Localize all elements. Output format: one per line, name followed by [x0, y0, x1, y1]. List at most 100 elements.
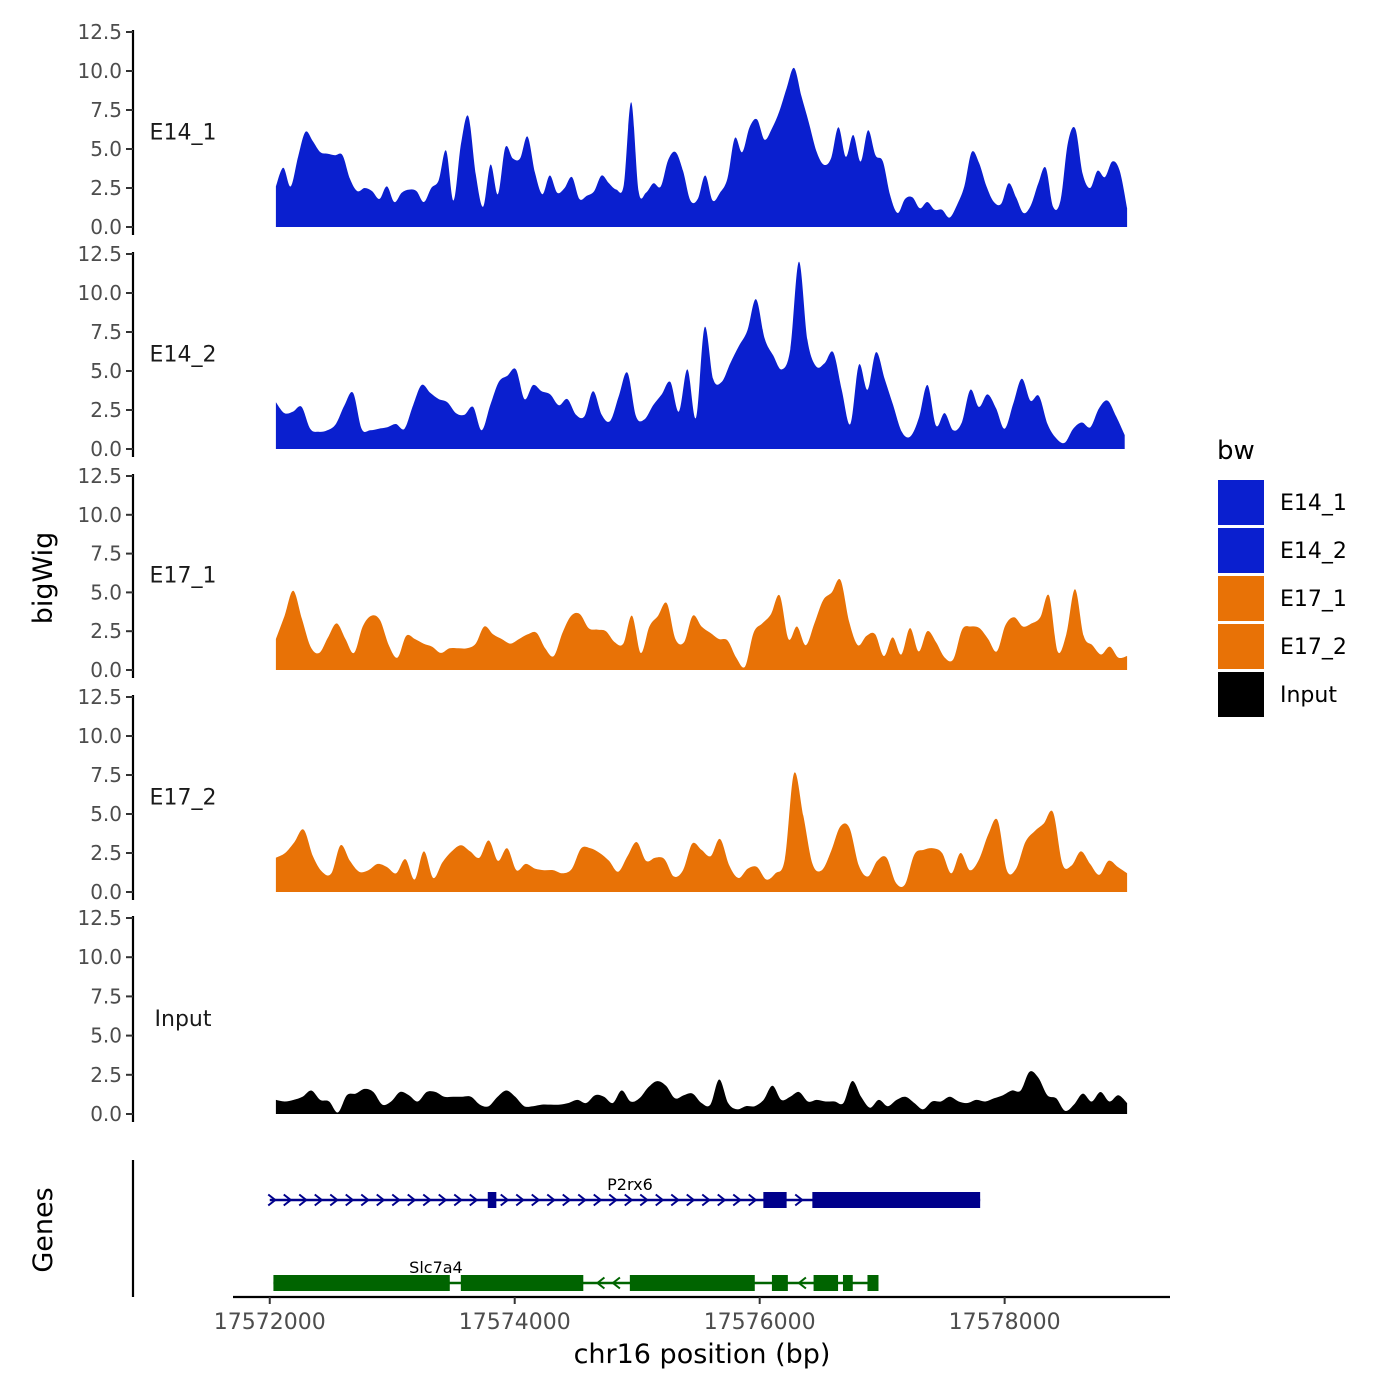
legend-entry-e14-2: E14_2 — [1218, 528, 1347, 573]
track-input: 0.0 2.5 5.0 7.5 10.0 12.5 Input — [77, 906, 1128, 1126]
strand-chevron — [329, 1193, 339, 1207]
strand-chevron — [500, 1193, 510, 1207]
strand-chevron — [670, 1193, 680, 1207]
strand-chevron — [655, 1193, 665, 1207]
genes-layer: P2rx6 Slc7a4 — [131, 1160, 981, 1297]
track-e17-1: 0.0 2.5 5.0 7.5 10.0 12.5 E17_1 — [77, 464, 1128, 682]
legend-title: bw — [1217, 436, 1255, 466]
x-tick-label: 17576000 — [704, 1310, 816, 1335]
gene-slc7a4: Slc7a4 — [273, 1258, 879, 1291]
strand-chevron — [283, 1193, 293, 1207]
tracks-layer: 0.0 2.5 5.0 7.5 10.0 12.5 E14_1 0.0 2.5 5.0 7.5 10.… — [77, 20, 1128, 1126]
legend: bw E14_1 E14_2 E17_1 E17_2 Input — [1217, 436, 1347, 717]
strand-chevron — [701, 1193, 711, 1207]
legend-swatch — [1218, 624, 1264, 669]
y-tick-label: 5.0 — [90, 802, 122, 826]
y-tick-label: 2.5 — [90, 398, 122, 422]
y-tick-label: 2.5 — [90, 1063, 122, 1087]
y-tick-label: 2.5 — [90, 619, 122, 643]
strand-chevron — [314, 1193, 324, 1207]
y-tick-label: 7.5 — [90, 542, 122, 566]
gene-exon — [487, 1192, 497, 1208]
x-axis-title: chr16 position (bp) — [574, 1339, 831, 1370]
y-tick-label: 10.0 — [77, 59, 122, 83]
legend-swatch — [1218, 528, 1264, 573]
coverage-area — [275, 1071, 1128, 1114]
strand-chevron — [608, 1193, 618, 1207]
strand-chevron — [267, 1193, 277, 1207]
strand-chevron — [515, 1193, 525, 1207]
strand-chevron — [531, 1193, 541, 1207]
gene-exon — [842, 1275, 853, 1291]
coverage-area — [275, 578, 1128, 670]
track-label: E14_1 — [150, 120, 217, 145]
y-tick-label: 5.0 — [90, 1024, 122, 1048]
y-tick-label: 12.5 — [77, 464, 122, 488]
y-tick-label: 10.0 — [77, 945, 122, 969]
x-tick-label: 17578000 — [949, 1310, 1061, 1335]
legend-label: E17_2 — [1280, 635, 1347, 660]
track-label: E17_2 — [150, 785, 217, 810]
gene-exon — [273, 1275, 450, 1291]
strand-chevron — [577, 1193, 587, 1207]
track-e14-2: 0.0 2.5 5.0 7.5 10.0 12.5 E14_2 — [77, 242, 1125, 461]
strand-chevron — [453, 1193, 463, 1207]
gene-name-label: Slc7a4 — [409, 1258, 463, 1277]
y-tick-label: 0.0 — [90, 437, 122, 461]
gene-p2rx6: P2rx6 — [267, 1175, 981, 1208]
y-tick-label: 2.5 — [90, 841, 122, 865]
legend-entry-input: Input — [1218, 672, 1337, 717]
gene-exon — [771, 1275, 788, 1291]
strand-chevron — [686, 1193, 696, 1207]
gene-exon — [812, 1192, 981, 1208]
y-tick-label: 0.0 — [90, 880, 122, 904]
legend-entry-e14-1: E14_1 — [1218, 480, 1347, 525]
strand-chevron — [717, 1193, 727, 1207]
y-tick-label: 10.0 — [77, 281, 122, 305]
strand-chevron — [593, 1193, 603, 1207]
strand-chevron — [391, 1193, 401, 1207]
strand-chevron — [797, 1276, 807, 1290]
y-tick-label: 5.0 — [90, 580, 122, 604]
strand-chevron — [376, 1193, 386, 1207]
y-tick-label: 0.0 — [90, 215, 122, 239]
track-e17-2: 0.0 2.5 5.0 7.5 10.0 12.5 E17_2 — [77, 685, 1128, 904]
y-tick-label: 0.0 — [90, 658, 122, 682]
y-tick-label: 12.5 — [77, 20, 122, 44]
legend-entry-e17-2: E17_2 — [1218, 624, 1347, 669]
strand-chevron — [732, 1193, 742, 1207]
strand-chevron — [748, 1193, 758, 1207]
y-tick-label: 12.5 — [77, 242, 122, 266]
x-tick-label: 17572000 — [214, 1310, 326, 1335]
gene-exon — [629, 1275, 755, 1291]
strand-chevron — [407, 1193, 417, 1207]
coverage-area — [275, 772, 1128, 892]
strand-chevron — [611, 1276, 621, 1290]
y-tick-label: 7.5 — [90, 98, 122, 122]
legend-swatch — [1218, 672, 1264, 717]
gene-exon — [460, 1275, 584, 1291]
gene-exon — [813, 1275, 839, 1291]
genes-axis-title: Genes — [28, 1187, 59, 1272]
strand-chevron — [438, 1193, 448, 1207]
coverage-area — [275, 67, 1128, 227]
y-tick-label: 10.0 — [77, 503, 122, 527]
y-tick-label: 7.5 — [90, 984, 122, 1008]
y-tick-label: 5.0 — [90, 137, 122, 161]
legend-swatch — [1218, 480, 1264, 525]
strand-chevron — [345, 1193, 355, 1207]
track-label: E17_1 — [150, 564, 217, 589]
strand-chevron — [624, 1193, 634, 1207]
y-tick-label: 0.0 — [90, 1102, 122, 1126]
y-tick-label: 12.5 — [77, 685, 122, 709]
legend-label: E14_1 — [1280, 491, 1347, 516]
y-tick-label: 10.0 — [77, 724, 122, 748]
strand-chevron — [546, 1193, 556, 1207]
y-tick-label: 7.5 — [90, 320, 122, 344]
gene-exon — [763, 1192, 787, 1208]
track-label: Input — [155, 1007, 212, 1032]
strand-chevron — [360, 1193, 370, 1207]
strand-chevron — [639, 1193, 649, 1207]
strand-chevron — [469, 1193, 479, 1207]
gene-name-label: P2rx6 — [607, 1175, 653, 1194]
